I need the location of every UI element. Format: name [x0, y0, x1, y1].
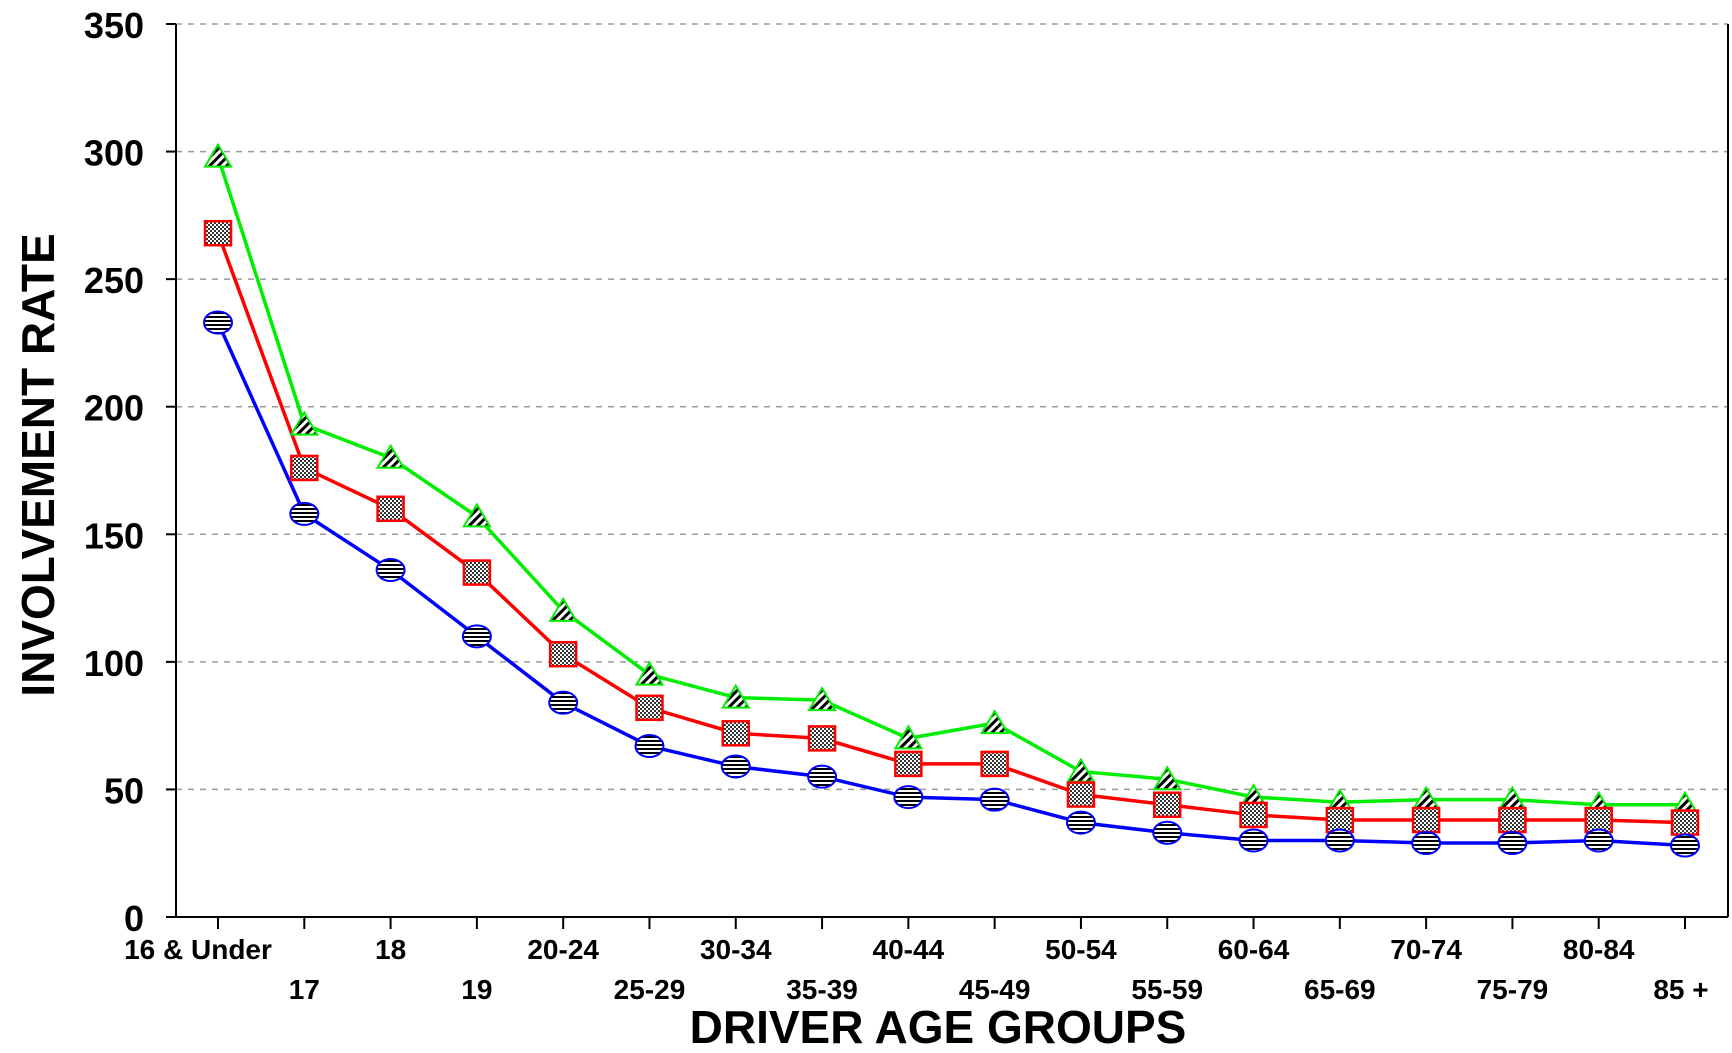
data-point-triangle [893, 724, 924, 750]
y-tick-label: 250 [84, 260, 144, 301]
data-point-square [1411, 806, 1441, 834]
x-tick-label: 40-44 [873, 934, 945, 965]
data-point-square [1670, 809, 1700, 836]
y-tick-label: 150 [84, 515, 144, 556]
data-point-circle [634, 734, 665, 759]
data-point-circle [1065, 810, 1096, 835]
data-point-triangle [375, 443, 406, 469]
data-point-triangle [203, 142, 233, 168]
data-point-square [462, 559, 492, 586]
data-point-circle [1238, 828, 1269, 853]
data-point-triangle [634, 660, 665, 686]
data-point-circle [1583, 828, 1614, 853]
axes [166, 23, 1729, 929]
data-point-circle [375, 558, 406, 583]
x-tick-label: 19 [461, 974, 492, 1005]
data-point-triangle [462, 502, 492, 528]
gridlines [176, 23, 1728, 791]
data-point-triangle [289, 410, 320, 436]
data-point-circle [1497, 831, 1528, 856]
data-point-triangle [807, 686, 837, 712]
data-point-square [1584, 806, 1613, 834]
x-tick-label: 30-34 [700, 934, 772, 965]
data-point-circle [548, 690, 579, 715]
data-point-triangle [1152, 765, 1182, 791]
data-point-square [894, 750, 923, 778]
y-axis-title: INVOLVEMENT RATE [12, 233, 64, 696]
data-point-triangle [1066, 757, 1096, 783]
data-point-square [807, 725, 837, 752]
x-tick-label: 80-84 [1563, 934, 1635, 965]
data-point-circle [1670, 833, 1700, 858]
data-point-square [548, 640, 578, 668]
data-point-circle [1411, 831, 1442, 856]
data-point-square [1239, 801, 1268, 829]
x-tick-label: 75-79 [1477, 974, 1549, 1005]
data-point-circle [807, 764, 838, 789]
data-point-square [1066, 781, 1096, 808]
series-markers [203, 142, 1700, 858]
y-tick-label: 100 [84, 643, 144, 684]
x-tick-label: 20-24 [527, 934, 599, 965]
x-tick-label: 65-69 [1304, 974, 1376, 1005]
x-tick-label: 85 + [1653, 974, 1708, 1005]
y-tick-label: 0 [124, 898, 144, 939]
tick-labels: 0 50 100 150 200 250 300 350 16 & Under 17 18 19 20-… [84, 5, 1709, 1005]
data-point-square [1325, 806, 1355, 834]
data-point-square [203, 219, 233, 247]
data-point-square [376, 495, 405, 523]
data-point-triangle [548, 596, 578, 622]
data-point-circle [461, 624, 492, 649]
data-point-triangle [979, 709, 1010, 735]
series-line-square [216, 232, 1686, 825]
x-tick-label: 60-64 [1218, 934, 1290, 965]
x-tick-label: 70-74 [1390, 934, 1462, 965]
y-tick-label: 300 [84, 133, 144, 174]
data-point-square [635, 694, 664, 722]
series-line-triangle [216, 156, 1685, 807]
y-tick-label: 50 [104, 770, 144, 811]
data-point-square [1152, 791, 1182, 818]
x-tick-label: 16 & Under [124, 934, 272, 965]
data-point-circle [1324, 828, 1355, 853]
data-point-circle [203, 310, 233, 335]
x-tick-label: 55-59 [1131, 974, 1203, 1005]
data-point-circle [893, 785, 924, 810]
data-point-square [721, 720, 751, 747]
data-point-square [290, 454, 319, 482]
x-tick-label: 35-39 [786, 974, 858, 1005]
data-point-circle [979, 787, 1010, 812]
y-tick-label: 350 [84, 5, 144, 46]
data-point-square [980, 750, 1009, 778]
data-point-triangle [721, 683, 751, 709]
x-tick-label: 18 [375, 934, 406, 965]
data-point-circle [1152, 820, 1183, 845]
x-axis-title: DRIVER AGE GROUPS [690, 1001, 1187, 1053]
data-point-circle [289, 501, 320, 526]
x-tick-label: 45-49 [959, 974, 1031, 1005]
x-tick-label: 50-54 [1045, 934, 1117, 965]
data-point-square [1498, 806, 1527, 834]
x-tick-label: 25-29 [614, 974, 686, 1005]
x-tick-label: 17 [289, 974, 320, 1005]
series-lines [216, 156, 1686, 848]
y-tick-label: 200 [84, 388, 144, 429]
series-line-circle [216, 321, 1686, 848]
data-point-circle [720, 754, 751, 779]
